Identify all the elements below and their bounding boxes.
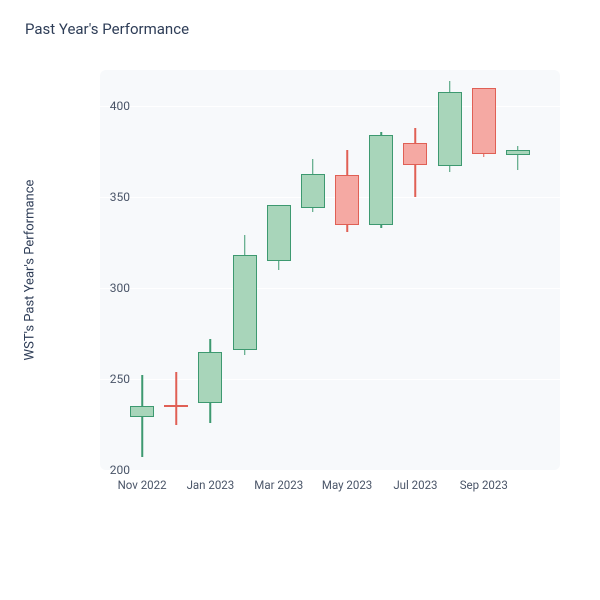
- x-tick-label: Jul 2023: [393, 478, 437, 492]
- plot-area: [100, 70, 560, 470]
- grid-line: [100, 197, 560, 198]
- candle-body: [506, 150, 530, 155]
- y-tick-label: 250: [90, 372, 130, 386]
- candle-wick: [176, 372, 178, 425]
- grid-line: [100, 288, 560, 289]
- x-tick-label: Nov 2022: [118, 478, 167, 492]
- candle-body: [198, 352, 222, 403]
- y-tick-label: 400: [90, 99, 130, 113]
- y-tick-label: 200: [90, 463, 130, 477]
- chart-container: Past Year's Performance WST's Past Year'…: [0, 0, 600, 600]
- chart-title: Past Year's Performance: [25, 20, 189, 38]
- candle-body: [369, 135, 393, 224]
- x-tick-label: Sep 2023: [460, 478, 508, 492]
- candle-body: [403, 143, 427, 165]
- y-tick-label: 300: [90, 281, 130, 295]
- candle-body: [164, 405, 188, 407]
- candle-body: [438, 92, 462, 167]
- candle-body: [233, 255, 257, 350]
- x-tick-label: Mar 2023: [254, 478, 303, 492]
- candle-body: [130, 406, 154, 417]
- grid-line: [100, 379, 560, 380]
- candle-body: [301, 174, 325, 209]
- y-axis-label: WST's Past Year's Performance: [23, 180, 38, 361]
- candle-body: [335, 175, 359, 224]
- x-tick-label: Jan 2023: [187, 478, 235, 492]
- y-tick-label: 350: [90, 190, 130, 204]
- grid-line: [100, 470, 560, 471]
- candle-body: [472, 88, 496, 153]
- x-tick-label: May 2023: [322, 478, 372, 492]
- candle-body: [267, 205, 291, 261]
